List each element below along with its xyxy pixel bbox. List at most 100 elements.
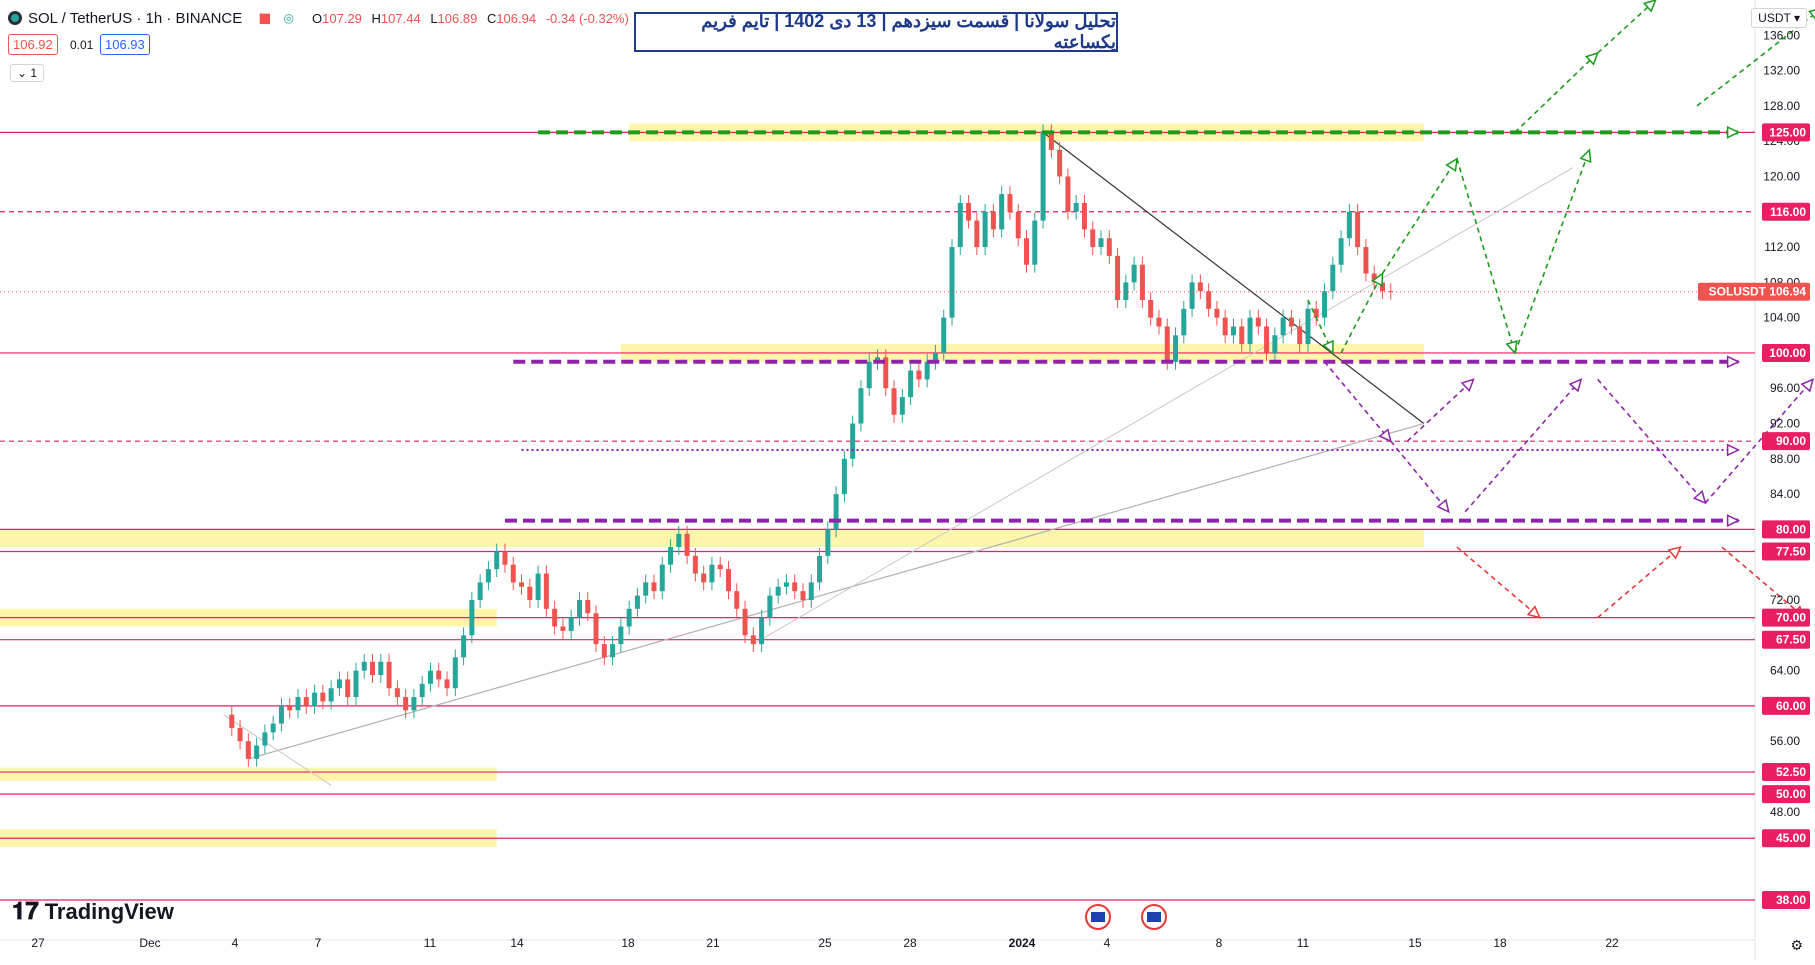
- symbol-name[interactable]: SOL / TetherUS · 1h · BINANCE: [28, 9, 243, 27]
- candle-body: [593, 613, 599, 645]
- candle-body: [858, 388, 864, 424]
- green-scenario-arrow-head: [1445, 157, 1458, 173]
- collapse-count: 1: [30, 66, 38, 80]
- candle-body: [1090, 229, 1096, 248]
- market-closed-icon[interactable]: ◼: [258, 10, 272, 27]
- candle-body: [924, 361, 930, 380]
- candle-body: [254, 745, 260, 759]
- candle-body: [1007, 194, 1013, 212]
- green-scenario-arrow-head: [1584, 51, 1599, 66]
- red-scenario-arrow-head: [1667, 545, 1682, 560]
- green-scenario-arrow: [1514, 52, 1599, 133]
- buy-price-button[interactable]: 106.93: [100, 34, 150, 55]
- candle-body: [303, 697, 309, 706]
- candle-body: [552, 608, 558, 627]
- candle-body: [651, 582, 657, 592]
- level-price-tag: [1762, 520, 1810, 539]
- level-price-tag: [1762, 891, 1810, 909]
- price-tick-label: 56.00: [1770, 734, 1800, 748]
- sell-price-button[interactable]: 106.92: [8, 34, 58, 55]
- candle-body: [941, 317, 947, 353]
- candle-body: [957, 202, 963, 248]
- candle-body: [1214, 308, 1220, 318]
- candle-body: [1123, 282, 1129, 300]
- currency-selector[interactable]: USDT ▾: [1751, 8, 1807, 28]
- candle-body: [1115, 255, 1121, 300]
- level-price-tag: [1762, 432, 1810, 451]
- level-price-tag: [1762, 542, 1810, 561]
- ohlc-readout: O107.29 H107.44 L106.89 C106.94 -0.34 (-…: [306, 11, 629, 26]
- candle-body: [908, 370, 914, 398]
- level-price-label: 38.00: [1776, 893, 1806, 907]
- red-scenario-arrow: [1456, 546, 1541, 619]
- time-tick-label: 14: [510, 936, 524, 950]
- candle-body: [610, 644, 616, 658]
- candle-body: [1338, 238, 1344, 265]
- candle-body: [519, 582, 525, 587]
- candle-body: [1148, 300, 1154, 318]
- candle-body: [1015, 211, 1021, 239]
- candle-body: [1280, 317, 1286, 336]
- chevron-down-icon: ▾: [1793, 11, 1800, 25]
- candle-body: [1206, 291, 1212, 309]
- candle-body: [1073, 202, 1079, 212]
- green-scenario-arrow-head: [1579, 148, 1592, 164]
- candle-body: [312, 692, 318, 706]
- candle-body: [469, 600, 475, 636]
- candle-body: [411, 697, 417, 711]
- time-tick-label: 15: [1408, 936, 1422, 950]
- candle-body: [850, 423, 856, 459]
- tradingview-logo[interactable]: 𝟏𝟕 TradingView: [12, 898, 174, 926]
- price-tick-label: 88.00: [1770, 452, 1800, 466]
- level-price-tag: [1762, 202, 1810, 221]
- candle-body: [692, 555, 698, 574]
- candle-body: [287, 705, 293, 711]
- resistance-trendline: [1042, 131, 1425, 425]
- status-dot-icon: ◎: [283, 11, 295, 25]
- candle-body: [767, 595, 773, 618]
- level-price-label: 67.50: [1776, 633, 1806, 647]
- candle-body: [378, 661, 384, 675]
- candle-body: [576, 600, 582, 618]
- candle-body: [709, 564, 715, 583]
- candle-body: [229, 714, 235, 728]
- support-trendline: [248, 422, 1425, 760]
- symbol-header: SOL / TetherUS · 1h · BINANCE ◼ ◎ O107.2…: [8, 8, 629, 28]
- candle-body: [328, 688, 334, 702]
- green-scenario-arrow: [1340, 273, 1384, 354]
- level-price-tag: [1762, 829, 1810, 848]
- green-scenario-arrow-head: [1808, 9, 1815, 20]
- spread-value: 0.01: [70, 38, 94, 52]
- purple-scenario-arrow: [1704, 378, 1814, 504]
- time-tick-label: 28: [903, 936, 917, 950]
- green-scenario-arrow-head: [1322, 339, 1334, 355]
- candle-body: [403, 697, 409, 711]
- candle-body: [1305, 308, 1311, 345]
- candle-body: [1189, 282, 1195, 309]
- candle-body: [361, 661, 367, 671]
- candle-body: [1032, 220, 1038, 265]
- candle-body: [295, 697, 301, 711]
- candle-body: [386, 661, 392, 689]
- chevron-down-icon: ⌄: [17, 66, 28, 80]
- settings-gear-icon[interactable]: ⚙: [1790, 937, 1803, 953]
- candle-body: [1081, 202, 1087, 230]
- red-scenario-arrow: [1597, 546, 1682, 619]
- candle-body: [1371, 273, 1377, 283]
- time-tick-label: 4: [232, 936, 239, 950]
- candle-body: [659, 564, 665, 592]
- resistance-arrow-line-head: [1726, 125, 1741, 139]
- high-label: H: [371, 10, 381, 26]
- candle-body: [320, 692, 326, 702]
- candle-body: [419, 683, 425, 698]
- purple-scenario-arrow: [1597, 378, 1706, 504]
- currency-label: USDT: [1758, 11, 1791, 25]
- time-tick-label: 27: [31, 936, 45, 950]
- indicator-collapse-button[interactable]: ⌄ 1: [10, 64, 45, 82]
- candle-body: [676, 533, 682, 548]
- candle-body: [543, 573, 549, 609]
- candle-body: [494, 551, 500, 570]
- support-resistance-zone: [0, 529, 1424, 548]
- level-price-tag: [1762, 343, 1810, 362]
